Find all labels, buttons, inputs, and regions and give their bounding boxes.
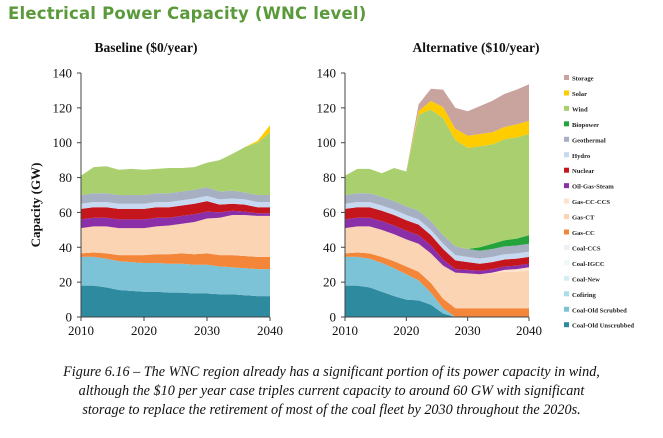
alternative-area-oil-gas-steam bbox=[345, 217, 529, 275]
legend-label-coal-old-scrubbed: Coal-Old Scrubbed bbox=[572, 307, 627, 314]
alternative-areas bbox=[345, 84, 529, 317]
alternative-area-coal-old-unscrubbed bbox=[345, 285, 529, 317]
alternative-area-biopower bbox=[345, 193, 529, 251]
legend-swatch-wind bbox=[564, 105, 569, 111]
y-tick-label: 20 bbox=[323, 275, 336, 290]
legend-label-coal-igcc: Coal-IGCC bbox=[572, 261, 605, 268]
alternative-area-hydro bbox=[345, 202, 529, 264]
y-tick-label: 20 bbox=[59, 275, 72, 290]
legend-swatch-solar bbox=[564, 90, 569, 96]
legend-swatch-geothermal bbox=[564, 136, 569, 142]
legend-label-geothermal: Geothermal bbox=[572, 137, 606, 144]
baseline-chart: Baseline ($0/year) 020406080100120140201… bbox=[53, 40, 284, 338]
legend-swatch-coal-old-scrubbed bbox=[564, 306, 569, 312]
x-tick-label: 2040 bbox=[257, 323, 283, 338]
legend-label-oil-gas-steam: Oil-Gas-Steam bbox=[572, 184, 614, 191]
x-tick-label: 2010 bbox=[68, 323, 94, 338]
alternative-area-coal-old-scrubbed bbox=[345, 256, 529, 317]
y-tick-label: 120 bbox=[317, 100, 337, 115]
legend-swatch-hydro bbox=[564, 152, 569, 158]
legend-swatch-gas-cc bbox=[564, 229, 569, 235]
y-tick-label: 60 bbox=[59, 205, 72, 220]
legend-label-hydro: Hydro bbox=[572, 153, 591, 160]
x-tick-label: 2010 bbox=[332, 323, 358, 338]
y-tick-label: 100 bbox=[53, 135, 73, 150]
alternative-chart-title: Alternative ($10/year) bbox=[412, 40, 539, 55]
legend-label-wind: Wind bbox=[572, 106, 588, 113]
legend-swatch-biopower bbox=[564, 121, 569, 127]
alternative-area-gas-ct bbox=[345, 226, 529, 309]
alternative-area-gas-cc bbox=[345, 252, 529, 317]
page-title: Electrical Power Capacity (WNC level) bbox=[8, 4, 367, 23]
alternative-area-wind bbox=[345, 109, 529, 249]
y-tick-label: 80 bbox=[323, 170, 336, 185]
baseline-areas bbox=[81, 125, 270, 317]
y-tick-label: 0 bbox=[330, 310, 337, 325]
y-tick-label: 140 bbox=[317, 66, 337, 81]
legend-label-storage: Storage bbox=[572, 76, 594, 83]
baseline-chart-title: Baseline ($0/year) bbox=[94, 40, 197, 55]
baseline-area-hydro bbox=[81, 195, 270, 209]
legend-swatch-coal-new bbox=[564, 275, 569, 281]
capacity-figure: Baseline ($0/year) 020406080100120140201… bbox=[28, 40, 634, 338]
legend-label-coal-old-unscrubbed: Coal-Old Unscrubbed bbox=[572, 323, 634, 330]
y-axis-label: Capacity (GW) bbox=[28, 163, 43, 248]
y-tick-label: 80 bbox=[59, 170, 72, 185]
alternative-area-nuclear bbox=[345, 207, 529, 271]
figure-caption: Figure 6.16 – The WNC region already has… bbox=[63, 364, 600, 418]
alternative-area-geothermal bbox=[345, 193, 529, 259]
baseline-area-coal-old-unscrubbed bbox=[81, 285, 270, 317]
baseline-area-nuclear bbox=[81, 201, 270, 220]
legend-swatch-cofiring bbox=[564, 291, 569, 297]
x-tick-label: 2020 bbox=[393, 323, 419, 338]
baseline-area-coal-old-scrubbed bbox=[81, 256, 270, 297]
legend-swatch-nuclear bbox=[564, 167, 569, 173]
legend-swatch-storage bbox=[564, 75, 569, 80]
x-tick-label: 2030 bbox=[455, 323, 481, 338]
legend-swatch-oil-gas-steam bbox=[564, 183, 569, 189]
legend-swatch-gas-ct bbox=[564, 214, 569, 220]
legend-swatch-coal-igcc bbox=[564, 260, 569, 266]
x-tick-label: 2040 bbox=[516, 323, 542, 338]
alternative-area-gas-cc-ccs bbox=[345, 226, 529, 275]
baseline-area-oil-gas-steam bbox=[81, 210, 270, 229]
x-tick-label: 2020 bbox=[131, 323, 157, 338]
baseline-area-wind bbox=[81, 132, 270, 195]
legend-label-solar: Solar bbox=[572, 91, 587, 98]
alternative-area-storage bbox=[345, 84, 529, 176]
legend-swatch-coal-old-unscrubbed bbox=[564, 322, 569, 328]
y-tick-label: 120 bbox=[53, 100, 73, 115]
legend-label-coal-ccs: Coal-CCS bbox=[572, 245, 601, 252]
legend-label-coal-new: Coal-New bbox=[572, 276, 600, 283]
y-tick-label: 140 bbox=[53, 66, 73, 81]
alternative-area-solar bbox=[345, 100, 529, 176]
x-tick-label: 2030 bbox=[194, 323, 220, 338]
y-tick-label: 60 bbox=[323, 205, 336, 220]
legend-label-nuclear: Nuclear bbox=[572, 168, 594, 175]
baseline-area-gas-ct bbox=[81, 215, 270, 257]
legend-swatch-coal-ccs bbox=[564, 244, 569, 250]
legend-label-cofiring: Cofiring bbox=[572, 292, 597, 299]
legend-label-biopower: Biopower bbox=[572, 122, 599, 129]
legend-swatch-gas-cc-ccs bbox=[564, 198, 569, 204]
legend-label-gas-ct: Gas-CT bbox=[572, 215, 595, 222]
legend-label-gas-cc-ccs: Gas-CC-CCS bbox=[572, 199, 610, 206]
baseline-area-geothermal bbox=[81, 187, 270, 204]
y-tick-label: 0 bbox=[66, 310, 73, 325]
y-tick-label: 100 bbox=[317, 135, 337, 150]
legend-label-gas-cc: Gas-CC bbox=[572, 230, 595, 237]
legend: Storage Solar Wind Biopower Geothermal Hydro N… bbox=[564, 75, 634, 330]
y-tick-label: 40 bbox=[59, 240, 72, 255]
alternative-chart: Alternative ($10/year) 02040608010012014… bbox=[317, 40, 543, 338]
baseline-area-gas-cc bbox=[81, 252, 270, 270]
y-tick-label: 40 bbox=[323, 240, 336, 255]
